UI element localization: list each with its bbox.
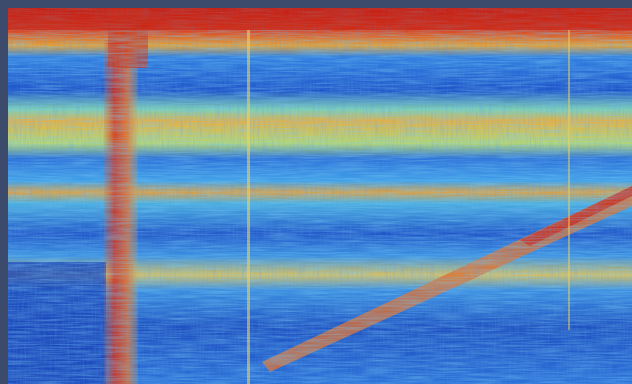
- texture-vertical: [8, 8, 632, 384]
- vertical-line: [247, 30, 250, 384]
- top-band: [8, 8, 632, 30]
- vertical-line: [568, 30, 570, 330]
